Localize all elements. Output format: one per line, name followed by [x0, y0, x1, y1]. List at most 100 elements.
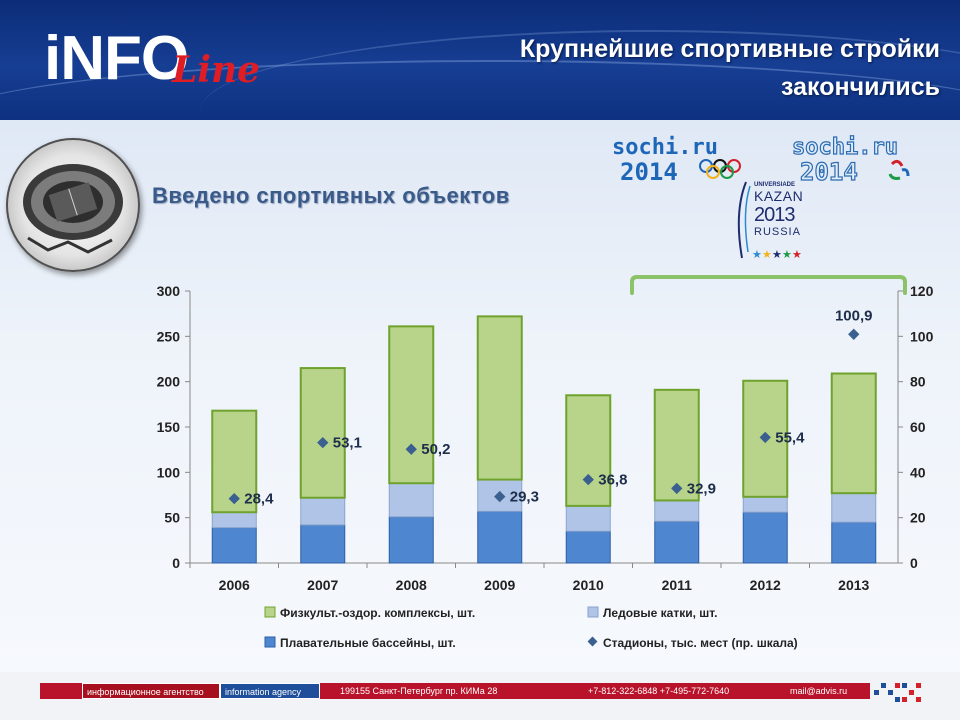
slide-title: Крупнейшие спортивные стройки закончилис… — [380, 30, 940, 106]
y-right-tick-label: 20 — [910, 510, 926, 526]
y-left-tick-label: 200 — [157, 374, 181, 390]
footer-dots-icon — [874, 683, 921, 702]
bar-ice-rinks — [742, 496, 788, 513]
y-right-tick-label: 60 — [910, 419, 926, 435]
bar-ice-rinks — [388, 482, 434, 518]
bar-ice-rinks — [831, 492, 877, 523]
y-left-tick-label: 0 — [172, 555, 180, 571]
bar-fitness-complexes — [653, 388, 700, 502]
kazan-city-text: KAZAN — [754, 188, 804, 204]
sochi-2014-paralympic-logo: sochi.ru 2014 — [790, 130, 930, 188]
stadium-data-label: 28,4 — [244, 491, 274, 508]
footer-agency-ru: информационное агентство — [82, 683, 220, 699]
chart-subtitle: Введено спортивных объектов — [152, 183, 510, 208]
x-tick-label: 2007 — [307, 577, 338, 593]
stadium-marker — [582, 473, 594, 486]
bar-swimming-pools — [565, 530, 611, 564]
stadium-data-label: 50,2 — [421, 441, 450, 458]
bar-fitness-complexes — [565, 394, 612, 507]
stadium-marker — [317, 436, 329, 449]
legend-marker — [587, 636, 598, 647]
svg-text:★: ★ — [762, 249, 772, 261]
bar-fitness-complexes — [830, 372, 877, 495]
legend-label: Плавательные бассейны, шт. — [280, 636, 456, 650]
olympic-rings-icon — [699, 159, 741, 179]
y-right-tick-label: 80 — [910, 374, 926, 390]
x-tick-label: 2006 — [219, 577, 250, 593]
y-left-tick-label: 250 — [157, 328, 181, 344]
sochi2-top-text: sochi.ru — [792, 135, 898, 160]
stadium-marker — [494, 490, 506, 503]
x-axis-ticks: 2006 2007 2008 2009 2010 2011 2012 2013 — [189, 563, 870, 593]
y-axis-left-ticks: 0 50 100 150 200 250 300 — [157, 283, 190, 571]
slide-title-line2: закончились — [781, 73, 940, 101]
slide-title-line1: Крупнейшие спортивные стройки — [519, 35, 940, 63]
bar-swimming-pools — [211, 527, 257, 564]
stadium-marker — [228, 492, 240, 505]
stadium-icon — [23, 164, 123, 254]
chart-bracket — [630, 275, 907, 295]
svg-text:★: ★ — [752, 249, 762, 261]
y-right-tick-label: 120 — [910, 283, 934, 299]
footer-address: 199155 Санкт-Петербург пр. КИМа 28 — [340, 686, 498, 696]
x-tick-label: 2009 — [484, 577, 515, 593]
kazan-universiade-logo: ★ ★ ★ ★ ★ UNIVERSIADE KAZAN 2013 RUSSIA — [728, 172, 818, 264]
bar-ice-rinks — [300, 497, 346, 526]
bar-swimming-pools — [388, 516, 434, 564]
sports-facilities-chart: 0 50 100 150 200 250 300 0 20 40 60 80 100 120 28,4 5… — [157, 275, 934, 650]
sochi-2014-olympic-logo: sochi.ru 2014 — [610, 130, 750, 188]
stadium-marker — [405, 443, 417, 455]
stacked-bars — [211, 315, 877, 564]
x-tick-label: 2012 — [750, 577, 781, 593]
legend-label: Физкульт.-оздор. комплексы, шт. — [280, 606, 475, 620]
bar-swimming-pools — [477, 510, 523, 564]
footer-agency-en: information agency — [220, 683, 320, 699]
y-left-tick-label: 50 — [164, 510, 180, 526]
infoline-logo: iNFO Line — [44, 28, 294, 98]
sochi1-bottom-text: 2014 — [620, 158, 678, 186]
bar-swimming-pools — [742, 511, 788, 564]
stadium-data-label: 36,8 — [598, 472, 627, 489]
sochi2-bottom-text: 2014 — [800, 158, 858, 186]
svg-text:★: ★ — [782, 249, 792, 261]
x-tick-label: 2011 — [662, 577, 693, 593]
y-left-tick-label: 150 — [157, 419, 181, 435]
stadium-image — [6, 138, 140, 272]
kazan-universiade-text: UNIVERSIADE — [754, 182, 796, 188]
universiade-flame-icon: ★ ★ ★ ★ ★ — [737, 181, 802, 261]
svg-text:★: ★ — [772, 249, 782, 261]
x-tick-label: 2010 — [573, 577, 604, 593]
svg-text:★: ★ — [792, 249, 802, 261]
y-right-tick-label: 100 — [910, 328, 934, 344]
kazan-year-text: 2013 — [754, 204, 795, 226]
x-tick-label: 2008 — [396, 577, 427, 593]
stadium-data-label: 29,3 — [510, 489, 539, 506]
y-right-tick-label: 40 — [910, 464, 926, 480]
footer-phones: +7-812-322-6848 +7-495-772-7640 — [588, 686, 730, 696]
y-right-tick-label: 0 — [910, 555, 918, 571]
stadium-marker — [848, 328, 860, 340]
paralympic-agitos-icon — [888, 159, 910, 180]
bar-fitness-complexes — [388, 325, 435, 485]
header-wave — [200, 30, 960, 120]
legend-swatch — [264, 606, 276, 618]
universiade-stars-icon: ★ ★ ★ ★ ★ — [752, 249, 802, 261]
legend-swatch — [264, 636, 276, 648]
legend-label: Ледовые катки, шт. — [603, 606, 717, 620]
kazan-country-text: RUSSIA — [754, 226, 801, 238]
sochi1-top-text: sochi.ru — [612, 135, 718, 160]
bar-swimming-pools — [300, 524, 346, 564]
bar-fitness-complexes — [299, 367, 346, 499]
bar-ice-rinks — [211, 511, 257, 529]
bar-swimming-pools — [831, 521, 877, 564]
y-left-tick-label: 100 — [157, 464, 181, 480]
stadium-data-label: 32,9 — [687, 480, 716, 497]
legend-label: Стадионы, тыс. мест (пр. шкала) — [603, 636, 798, 650]
stadium-data-label: 55,4 — [775, 429, 805, 446]
logo-main-text: iNFO — [44, 24, 189, 93]
y-left-tick-label: 300 — [157, 283, 181, 299]
y-axis-right-ticks: 0 20 40 60 80 100 120 — [898, 283, 934, 571]
bar-ice-rinks — [654, 499, 700, 522]
bar-swimming-pools — [654, 520, 700, 564]
legend-swatch — [587, 606, 599, 618]
